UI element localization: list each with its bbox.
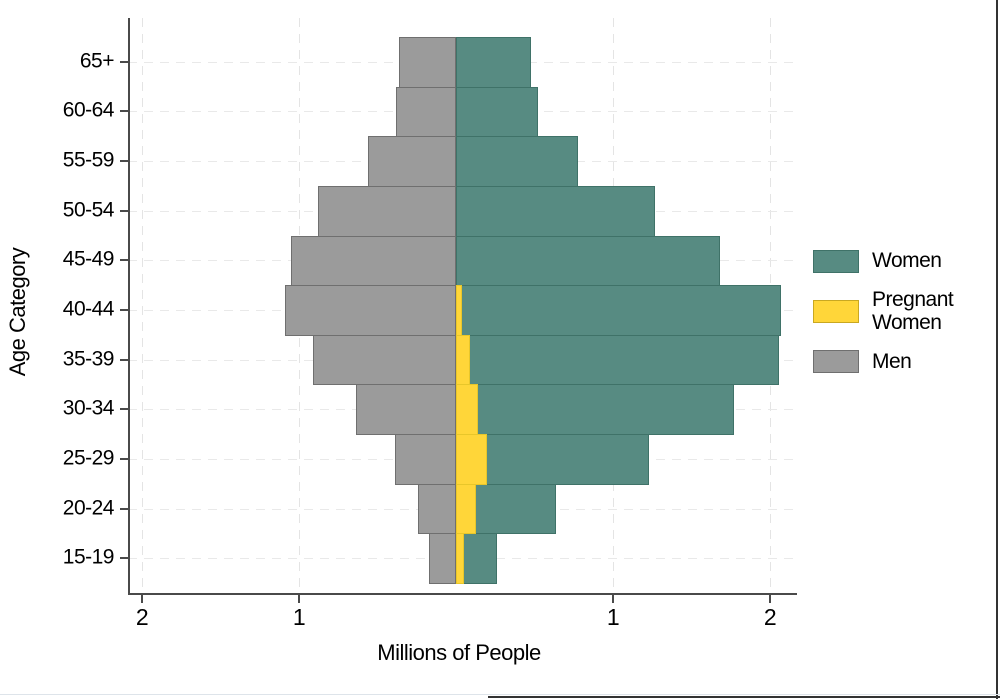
y-tick-label: 35-39 [62,346,115,370]
x-tick-label: 1 [292,604,306,630]
plot-area [128,18,796,593]
bar-pregnant-women-30-34 [456,384,478,436]
y-axis-tick [120,309,128,311]
y-axis-tick [120,557,128,560]
y-axis-tick [120,457,128,460]
y-tick-label: 45-49 [62,247,115,271]
x-axis-tick [612,595,614,603]
x-axis-tick [298,595,300,603]
vertical-gridline [142,18,143,593]
bar-pregnant-women-15-19 [456,533,464,584]
legend-label: Pregnant Women [872,288,954,334]
y-tick-label: 25-29 [62,446,115,470]
bar-pregnant-women-35-39 [456,334,471,386]
x-tick-label: 2 [763,604,777,630]
y-axis-title: Age Category [5,247,30,377]
bar-pregnant-women-40-44 [456,285,463,336]
y-tick-label: 30-34 [62,396,115,420]
y-tick-label: 15-19 [62,545,115,569]
bar-women-45-49 [456,235,720,287]
y-axis-tick [120,507,128,510]
x-axis-line [128,593,797,595]
bar-women-35-39 [456,334,780,386]
y-tick-label: 65+ [79,49,115,73]
y-axis-tick [120,408,128,411]
legend-item-men: Men [813,349,970,374]
y-axis-line [128,18,130,595]
bar-women-60-64 [456,86,538,138]
y-tick-label: 20-24 [62,495,115,519]
y-axis-tick [120,259,128,262]
bar-men-45-49 [291,235,456,287]
legend-label: Men [872,349,912,373]
legend-swatch [813,300,859,324]
window-border-bottom [488,696,1000,698]
legend: Women Pregnant Women Men [813,249,970,374]
legend-swatch [813,350,859,374]
bar-men-55-59 [368,136,456,187]
bar-women-40-44 [456,285,781,336]
y-axis-tick [120,110,128,113]
bar-men-65plus [399,37,456,88]
bar-men-30-34 [355,384,456,436]
x-axis-tick [141,595,143,603]
bar-women-30-34 [456,384,734,436]
x-axis-title: Millions of People [377,640,541,665]
y-tick-label: 50-54 [62,197,115,221]
legend-swatch [813,250,859,273]
y-axis-tick [120,60,128,63]
slide-edge-bottom [0,694,1000,695]
y-axis-tick [120,160,128,163]
x-axis-tick [769,595,771,603]
y-tick-label: 40-44 [62,297,115,321]
y-axis-tick [120,358,128,361]
y-tick-label: 60-64 [62,98,115,122]
y-axis-tick [120,209,128,212]
window-border-right [996,0,998,699]
x-tick-label: 1 [606,604,620,630]
y-tick-label: 55-59 [62,148,115,172]
bar-women-55-59 [456,136,579,187]
bar-men-15-19 [429,533,456,584]
legend-item-women: Women [813,249,970,273]
bar-men-50-54 [317,185,456,237]
bar-men-25-29 [394,434,456,485]
bar-women-50-54 [456,185,656,237]
bar-men-35-39 [313,334,456,386]
bar-men-20-24 [418,483,456,535]
x-tick-label: 2 [135,604,149,630]
legend-item-pregnant-women: Pregnant Women [813,288,970,334]
bar-men-60-64 [396,86,456,138]
bar-women-65plus [456,37,532,88]
bar-pregnant-women-25-29 [456,434,488,485]
bar-men-40-44 [284,285,456,336]
legend-label: Women [872,249,942,273]
bar-pregnant-women-20-24 [456,483,477,535]
